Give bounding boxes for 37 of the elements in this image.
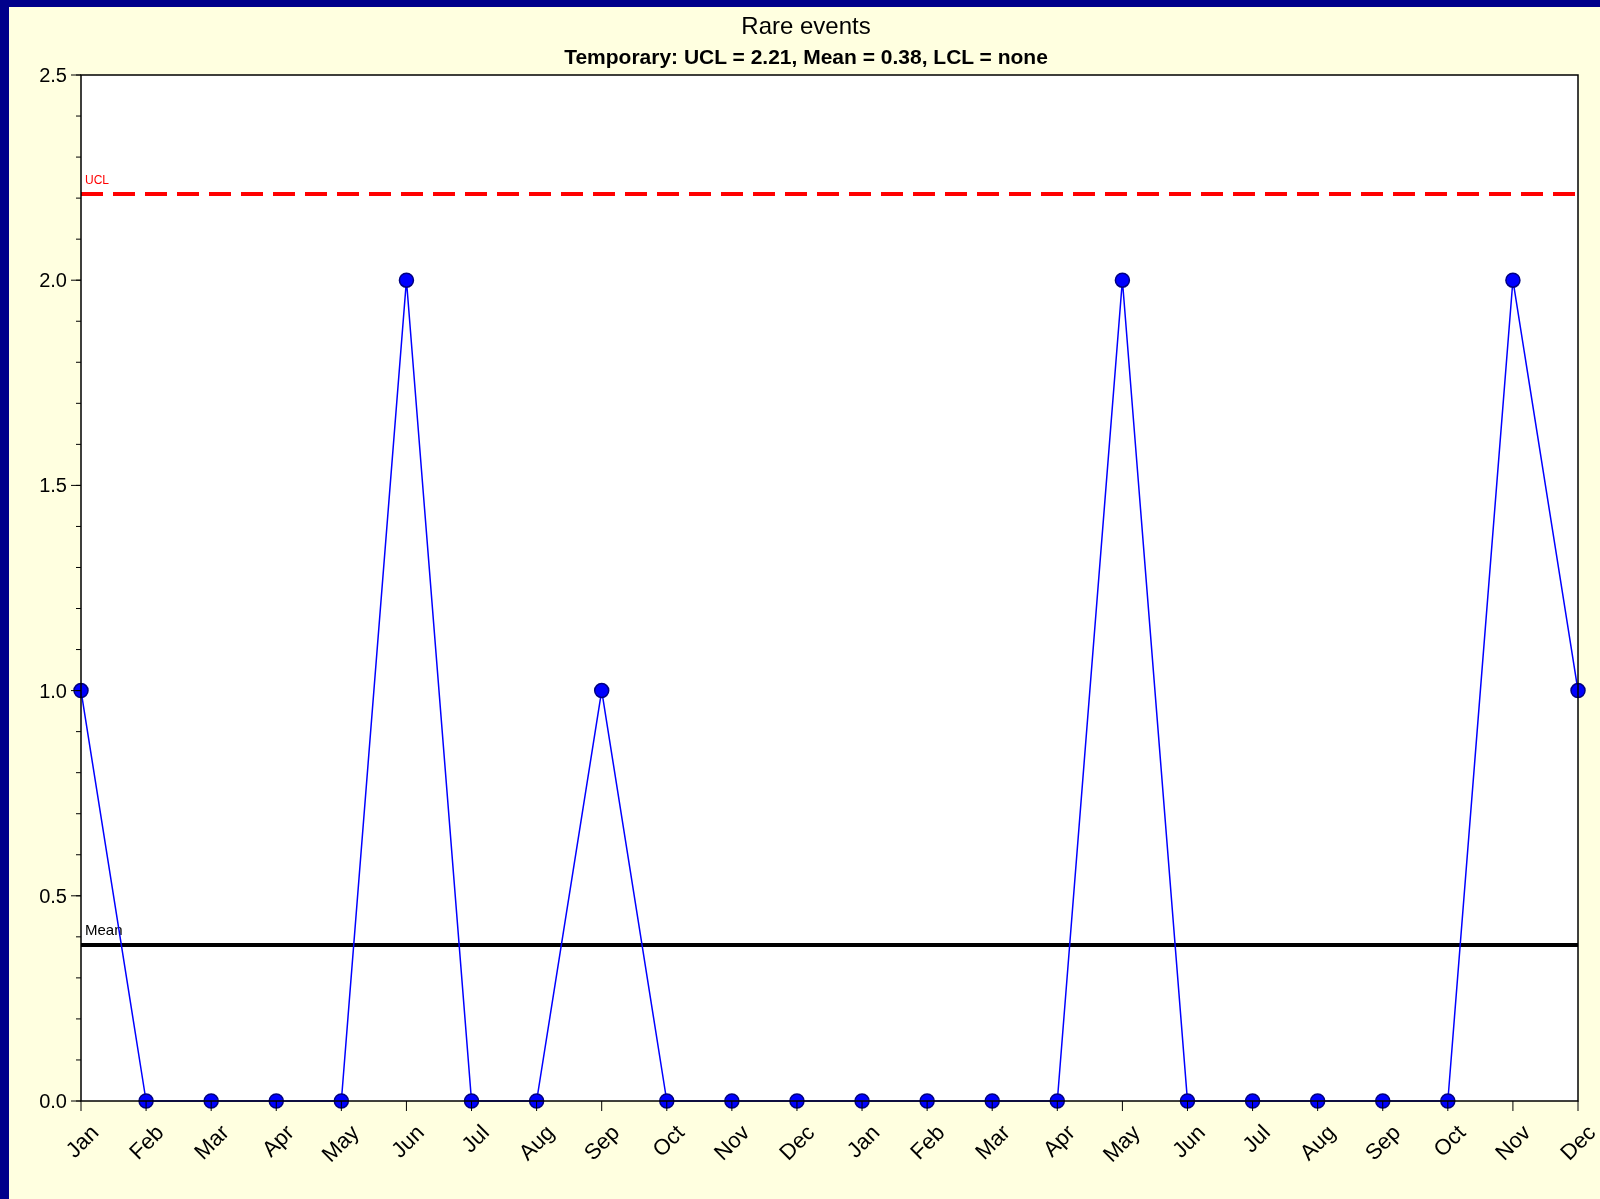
x-tick-label: Jun	[1167, 1119, 1210, 1163]
x-tick-label: Jan	[60, 1119, 104, 1163]
point	[593, 682, 610, 699]
x-tick-label: Feb	[905, 1119, 950, 1165]
x-tick-label: Nov	[1489, 1119, 1536, 1166]
x-tick-label: Dec	[774, 1119, 820, 1166]
y-tick-label: 2.5	[39, 64, 67, 86]
y-tick-label: 0.5	[39, 884, 67, 907]
ref-line-label: UCL	[85, 173, 110, 188]
point	[1114, 272, 1131, 288]
x-tick-label: Nov	[708, 1119, 755, 1166]
x-tick-label: Aug	[1294, 1119, 1341, 1166]
x-tick-label: Mar	[189, 1119, 234, 1165]
y-tick-label: 1.5	[39, 474, 67, 497]
y-tick-label: 0.0	[39, 1090, 67, 1112]
point	[398, 272, 415, 288]
x-tick-label: Sep	[1359, 1119, 1406, 1166]
x-tick-label: Mar	[970, 1119, 1015, 1165]
x-tick-label: May	[316, 1119, 364, 1167]
x-tick-label: Jul	[1237, 1119, 1275, 1158]
x-tick-label: Aug	[513, 1119, 560, 1166]
x-tick-label: Jun	[386, 1119, 429, 1163]
x-tick-label: Jul	[456, 1119, 494, 1158]
x-tick-label: Dec	[1555, 1119, 1600, 1166]
chart-subtitle: Temporary: UCL = 2.21, Mean = 0.38, LCL = none	[564, 45, 1048, 68]
chart-title: Rare events	[741, 12, 871, 39]
y-tick-label: 2.0	[39, 269, 67, 292]
x-tick-label: May	[1097, 1119, 1145, 1167]
x-tick-label: Apr	[256, 1119, 299, 1162]
x-tick-label: Apr	[1037, 1119, 1080, 1162]
x-tick-label: Oct	[1428, 1119, 1471, 1162]
x-tick-label: Oct	[647, 1119, 690, 1162]
y-tick-label: 1.0	[39, 679, 67, 702]
x-tick-label: Sep	[578, 1119, 625, 1166]
x-tick-label: Jan	[841, 1119, 885, 1163]
x-tick-label: Feb	[124, 1119, 169, 1165]
point	[1505, 272, 1521, 288]
